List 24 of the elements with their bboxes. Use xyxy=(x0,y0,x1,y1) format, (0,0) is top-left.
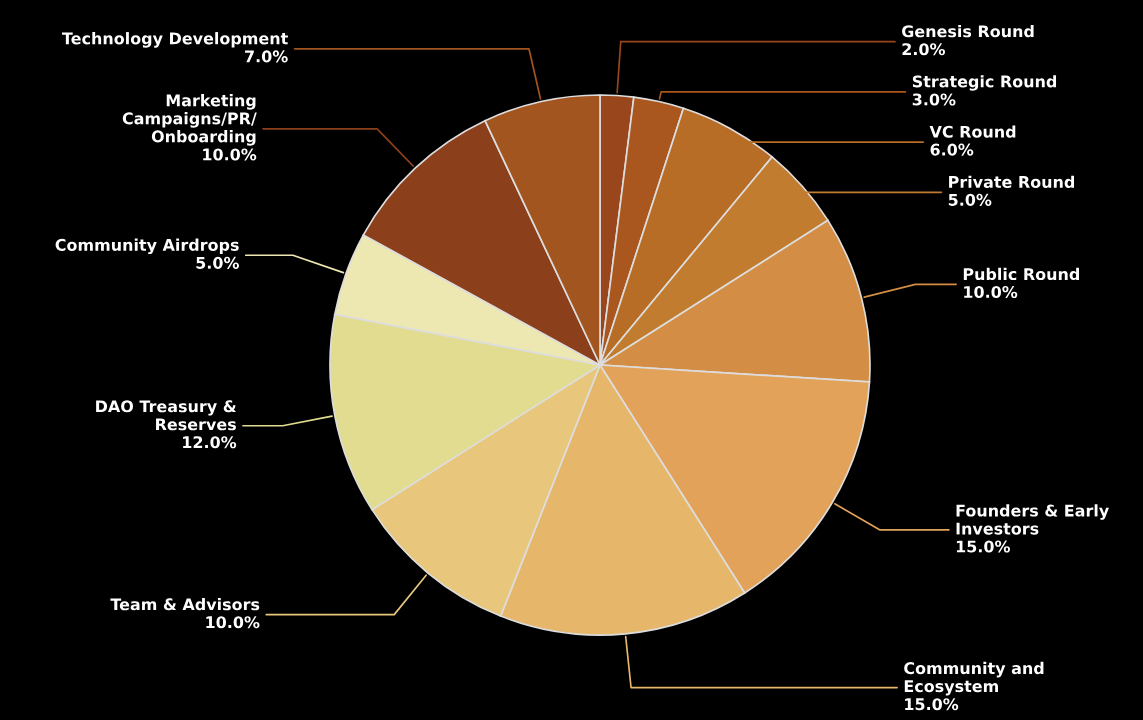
slice-label: Technology Development xyxy=(62,32,288,48)
data-label: 6.0% xyxy=(930,143,974,156)
slice-label: Community Airdrops xyxy=(55,238,239,255)
data-label: 12.0% xyxy=(183,436,237,449)
data-label: 5.0% xyxy=(948,193,992,206)
data-label: 10.0% xyxy=(206,616,260,629)
slice-label: Genesis Round xyxy=(902,24,1034,38)
data-label: 7.0% xyxy=(245,50,288,63)
data-label: 3.0% xyxy=(912,93,956,106)
slice-label: Marketing Campaigns/PR/ Onboarding xyxy=(122,94,257,146)
slice-label: Team & Advisors xyxy=(110,597,260,611)
slice-label: Community and Ecosystem xyxy=(904,661,1044,696)
data-label: 5.0% xyxy=(196,256,239,269)
data-label: 15.0% xyxy=(905,698,959,711)
slice-label: VC Round xyxy=(929,125,1016,138)
slice-label: DAO Treasury & Reserves xyxy=(96,400,237,431)
data-label: 10.0% xyxy=(203,148,257,161)
data-label: 2.0% xyxy=(902,43,946,56)
slice-label: Founders & Early Investors xyxy=(956,504,1109,535)
data-label: 15.0% xyxy=(956,540,1010,553)
slice-label: Public Round xyxy=(963,267,1079,281)
slice-label: Strategic Round xyxy=(912,75,1057,91)
slice-label: Private Round xyxy=(949,175,1075,188)
data-label: 10.0% xyxy=(964,285,1018,298)
